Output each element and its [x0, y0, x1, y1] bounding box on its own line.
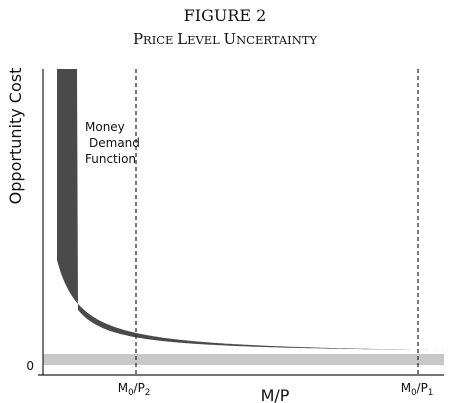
y-tick-label-zero: 0: [26, 359, 34, 373]
x-tick-sub: 0: [411, 388, 416, 398]
figure-title-part: U: [223, 30, 236, 48]
figure-title-part: L: [177, 30, 187, 48]
x-tick-sub: 1: [428, 388, 433, 398]
annotation-line: Money: [85, 120, 125, 134]
x-tick-label-m0-p1: M0/P1: [401, 381, 433, 398]
figure-title-part: RICE: [143, 33, 177, 47]
x-tick-sub: 2: [145, 388, 150, 398]
x-tick-sub: 0: [128, 388, 133, 398]
annotation-line: Demand: [89, 136, 140, 150]
figure-title-part: P: [133, 30, 143, 48]
x-tick-part: /P: [134, 381, 145, 395]
x-tick-part: M: [401, 381, 411, 395]
figure-title-part: EVEL: [187, 33, 223, 47]
figure-title: PRICE LEVEL UNCERTAINTY: [133, 30, 318, 48]
money-demand-band: [57, 69, 444, 351]
figure-number: FIGURE 2: [184, 6, 267, 25]
annotation-line: Function: [85, 152, 136, 166]
baseline-band: [43, 354, 444, 365]
figure-title-part: NCERTAINTY: [236, 33, 317, 47]
x-tick-part: M: [118, 381, 128, 395]
x-tick-part: /P: [417, 381, 428, 395]
y-axis-label: Opportunity Cost: [6, 68, 25, 205]
x-axis-label: M/P: [261, 386, 290, 403]
x-tick-label-m0-p2: M0/P2: [118, 381, 150, 398]
